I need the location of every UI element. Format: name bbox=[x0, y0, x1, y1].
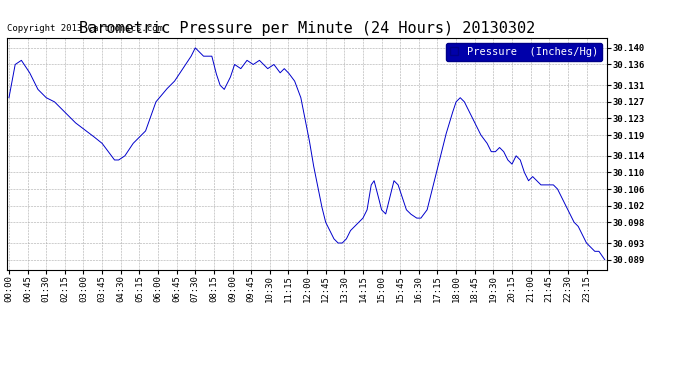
Title: Barometric Pressure per Minute (24 Hours) 20130302: Barometric Pressure per Minute (24 Hours… bbox=[79, 21, 535, 36]
Text: Copyright 2013 Cartronics.com: Copyright 2013 Cartronics.com bbox=[7, 24, 163, 33]
Legend: Pressure  (Inches/Hg): Pressure (Inches/Hg) bbox=[446, 43, 602, 61]
